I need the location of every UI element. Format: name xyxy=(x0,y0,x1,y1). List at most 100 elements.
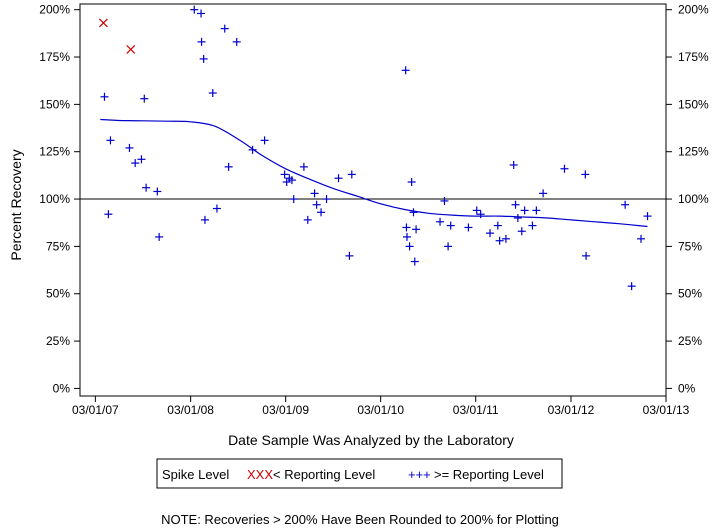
point-at-or-above-reporting xyxy=(486,229,495,238)
x-axis: 03/01/07 03/01/08 03/01/09 03/01/10 03/01/11… xyxy=(72,396,690,417)
legend-box xyxy=(156,458,563,489)
y-tick-label-left: 50% xyxy=(46,287,70,301)
point-at-or-above-reporting xyxy=(412,225,421,234)
point-at-or-above-reporting xyxy=(212,204,221,213)
y-axis-left: 0% 25% 50% 75% 100% 125% 150% 175% 200% xyxy=(39,3,80,395)
legend: Spike Level XXX < Reporting Level +++ >=… xyxy=(156,458,563,489)
point-at-or-above-reporting xyxy=(495,236,504,245)
point-at-or-above-reporting xyxy=(197,9,206,18)
point-at-or-above-reporting xyxy=(131,159,140,168)
point-at-or-above-reporting xyxy=(289,195,298,204)
point-at-or-above-reporting xyxy=(248,145,257,154)
plot-border xyxy=(79,3,667,397)
x-tick-label: 03/01/11 xyxy=(453,403,499,417)
point-at-or-above-reporting xyxy=(637,234,646,243)
point-at-or-above-reporting xyxy=(476,210,485,219)
point-below-reporting xyxy=(126,45,136,54)
point-at-or-above-reporting xyxy=(312,200,321,209)
y-tick-label-right: 175% xyxy=(678,50,709,64)
legend-symbol-below-reporting: XXX xyxy=(247,467,273,482)
point-at-or-above-reporting xyxy=(208,89,217,98)
trend-line xyxy=(100,118,648,228)
point-at-or-above-reporting xyxy=(153,187,162,196)
point-at-or-above-reporting xyxy=(232,37,241,46)
point-at-or-above-reporting xyxy=(407,178,416,187)
legend-symbol-at-or-above-reporting: +++ xyxy=(408,467,431,482)
point-at-or-above-reporting xyxy=(287,176,296,185)
point-at-or-above-reporting xyxy=(528,221,537,230)
point-at-or-above-reporting xyxy=(402,223,411,232)
point-at-or-above-reporting xyxy=(334,174,343,183)
point-at-or-above-reporting xyxy=(560,164,569,173)
point-at-or-above-reporting xyxy=(317,208,326,217)
y-tick-label-right: 200% xyxy=(678,3,709,17)
y-tick-label-left: 150% xyxy=(39,97,70,111)
y-tick-label-right: 0% xyxy=(678,381,696,395)
x-axis-title: Date Sample Was Analyzed by the Laborato… xyxy=(228,432,514,448)
point-at-or-above-reporting xyxy=(627,282,636,291)
y-tick-label-right: 75% xyxy=(678,239,702,253)
x-tick-label: 03/01/10 xyxy=(357,403,404,417)
point-at-or-above-reporting xyxy=(513,213,522,222)
point-at-or-above-reporting xyxy=(581,170,590,179)
y-tick-label-left: 175% xyxy=(39,50,70,64)
point-at-or-above-reporting xyxy=(402,232,411,241)
point-at-or-above-reporting xyxy=(142,183,151,192)
point-at-or-above-reporting xyxy=(401,66,410,75)
point-at-or-above-reporting xyxy=(520,206,529,215)
point-at-or-above-reporting xyxy=(260,136,269,145)
point-at-or-above-reporting xyxy=(643,212,652,221)
point-at-or-above-reporting xyxy=(190,5,199,14)
point-at-or-above-reporting xyxy=(511,200,520,209)
point-at-or-above-reporting xyxy=(303,215,312,224)
y-tick-label-right: 50% xyxy=(678,287,702,301)
y-tick-label-left: 25% xyxy=(46,334,70,348)
point-below-reporting xyxy=(99,18,108,28)
x-tick-label: 03/01/08 xyxy=(167,403,214,417)
x-tick-label: 03/01/12 xyxy=(548,403,595,417)
point-at-or-above-reporting xyxy=(509,160,518,169)
y-axis-title: Percent Recovery xyxy=(8,149,24,260)
point-at-or-above-reporting xyxy=(621,200,630,209)
point-at-or-above-reporting xyxy=(100,92,109,101)
point-at-or-above-reporting xyxy=(405,242,414,251)
point-at-or-above-reporting xyxy=(436,217,445,226)
point-at-or-above-reporting xyxy=(347,170,356,179)
point-at-or-above-reporting xyxy=(199,54,208,63)
point-at-or-above-reporting xyxy=(104,210,113,219)
y-tick-label-right: 100% xyxy=(678,192,709,206)
plot-frame xyxy=(79,3,667,397)
point-at-or-above-reporting xyxy=(322,195,331,204)
point-stroke xyxy=(126,45,136,54)
point-at-or-above-reporting xyxy=(444,242,453,251)
point-at-or-above-reporting xyxy=(155,232,164,241)
legend-title: Spike Level xyxy=(162,467,229,482)
point-at-or-above-reporting xyxy=(409,208,418,217)
x-tick-label: 03/01/07 xyxy=(72,403,119,417)
trend-curve xyxy=(100,118,648,228)
data-points xyxy=(99,5,652,291)
point-at-or-above-reporting xyxy=(280,170,289,179)
y-tick-label-left: 75% xyxy=(46,239,70,253)
y-tick-label-left: 200% xyxy=(39,3,70,17)
plot-note: NOTE: Recoveries > 200% Have Been Rounde… xyxy=(161,512,559,527)
point-at-or-above-reporting xyxy=(197,37,206,46)
legend-label-at-or-above-reporting: >= Reporting Level xyxy=(434,467,544,482)
point-at-or-above-reporting xyxy=(140,94,149,103)
point-at-or-above-reporting xyxy=(532,206,541,215)
point-at-or-above-reporting xyxy=(472,206,481,215)
point-at-or-above-reporting xyxy=(493,221,502,230)
point-at-or-above-reporting xyxy=(310,189,319,198)
x-tick-label: 03/01/13 xyxy=(643,403,690,417)
point-at-or-above-reporting xyxy=(410,257,419,266)
y-tick-label-left: 0% xyxy=(53,381,71,395)
x-tick-label: 03/01/09 xyxy=(262,403,309,417)
point-at-or-above-reporting xyxy=(299,162,308,171)
point-at-or-above-reporting xyxy=(125,143,134,152)
y-tick-label-right: 150% xyxy=(678,97,709,111)
point-at-or-above-reporting xyxy=(501,234,510,243)
point-stroke xyxy=(99,18,108,28)
y-axis-right: 0% 25% 50% 75% 100% 125% 150% 175% 200% xyxy=(666,3,709,395)
point-at-or-above-reporting xyxy=(517,227,526,236)
